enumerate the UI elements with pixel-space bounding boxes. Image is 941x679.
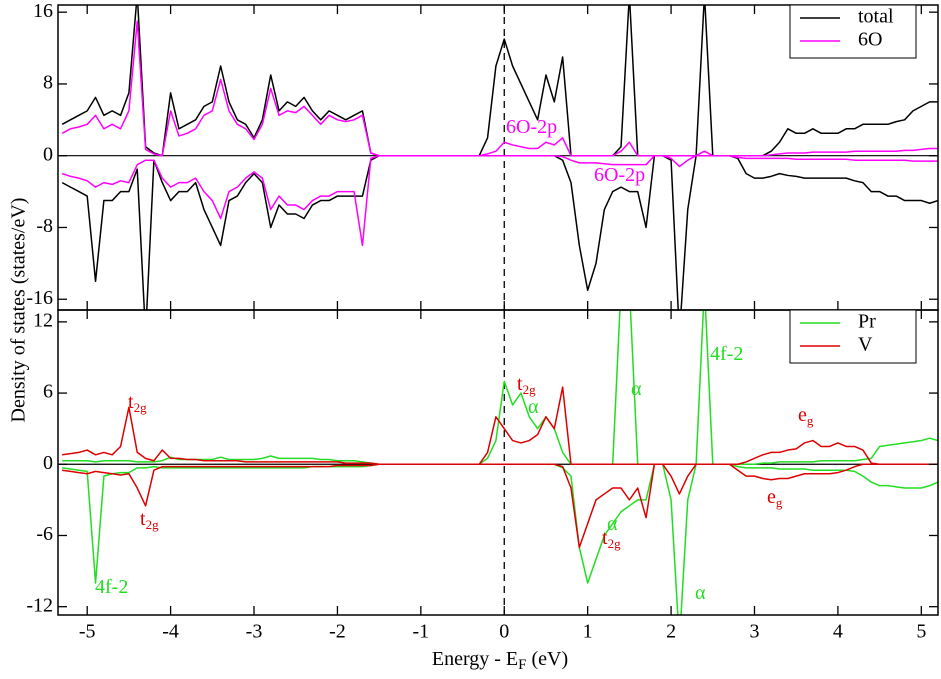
annotation-text: α: [695, 582, 706, 604]
x-tick-label: 1: [583, 621, 593, 643]
y-tick-label: -6: [36, 523, 53, 545]
y-tick-label: 0: [43, 452, 53, 474]
annotation-text: 6O-2p: [506, 116, 557, 138]
annotation-sub: g: [776, 495, 783, 510]
annotation-text: e: [767, 486, 776, 508]
annotation: t2g: [517, 373, 536, 397]
x-axis-label-part: (eV): [526, 648, 568, 670]
x-axis-label-part: F: [518, 657, 526, 673]
annotation-sub: 2g: [523, 382, 537, 397]
annotation: t2g: [602, 527, 621, 551]
series-group: [62, 310, 938, 615]
legend-box: [789, 4, 917, 59]
annotation-text: 4f-2: [710, 343, 743, 365]
dos-line: [62, 463, 938, 549]
annotation-sub: 2g: [146, 517, 160, 532]
annotation-text: 4f-2: [95, 576, 128, 598]
annotation: α: [528, 396, 539, 418]
x-tick-label: 2: [666, 621, 676, 643]
dos-line: [61, 5, 938, 157]
y-tick-label: -16: [26, 287, 53, 309]
plot-frame: [57, 309, 939, 616]
legend-label: total: [858, 6, 894, 28]
x-tick-label: -2: [329, 621, 346, 643]
annotation: eg: [798, 404, 814, 428]
annotation-text: t: [128, 391, 134, 413]
x-axis-label-part: Energy - E: [432, 648, 518, 670]
legend-label: V: [858, 334, 873, 356]
x-tick-label: -4: [162, 621, 179, 643]
y-tick-label: 8: [43, 72, 53, 94]
legend-box: [789, 309, 917, 364]
annotation-text: t: [140, 508, 146, 530]
annotation-sub: g: [807, 413, 814, 428]
y-tick-label: 6: [43, 381, 53, 403]
y-tick-label: 0: [43, 143, 53, 165]
y-tick-label: -8: [36, 215, 53, 237]
x-tick-label: -5: [79, 621, 96, 643]
dos-line: [62, 310, 938, 466]
annotation-text: α: [528, 396, 539, 418]
annotation: t2g: [128, 391, 147, 415]
x-tick-label: 0: [499, 621, 509, 643]
legend-label: Pr: [858, 311, 876, 333]
annotation: α: [631, 378, 642, 400]
annotation: eg: [767, 486, 783, 510]
annotation-text: 6O-2p: [594, 164, 645, 186]
annotation: 6O-2p: [594, 164, 645, 186]
annotation-text: e: [798, 404, 807, 426]
dos-line: [62, 386, 938, 466]
annotation-text: t: [602, 527, 608, 549]
legend: PrV: [789, 309, 917, 364]
annotation: α: [607, 513, 618, 535]
y-tick-label: 12: [33, 309, 53, 331]
annotation: 4f-2: [95, 576, 128, 598]
annotation: 6O-2p: [506, 116, 557, 138]
dos-line: [61, 20, 938, 157]
y-tick-label: -12: [26, 594, 53, 616]
annotation-sub: 2g: [608, 536, 622, 551]
annotation: α: [695, 582, 706, 604]
annotation-text: α: [631, 378, 642, 400]
dos-line: [61, 154, 938, 310]
annotation: t2g: [140, 508, 159, 532]
y-axis-label: Density of states (states/eV): [8, 198, 30, 423]
dos-line: [61, 154, 938, 247]
x-tick-label: 4: [833, 621, 843, 643]
y-tick-label: 16: [33, 0, 53, 22]
x-axis-label: Energy - EF (eV): [432, 648, 568, 674]
series-group: [61, 5, 938, 310]
annotation-sub: 2g: [134, 400, 148, 415]
x-tick-label: 5: [916, 621, 926, 643]
x-tick-label: 3: [749, 621, 759, 643]
x-tick-label: -1: [413, 621, 430, 643]
annotation-text: t: [517, 373, 523, 395]
annotation-text: α: [607, 513, 618, 535]
x-tick-label: -3: [246, 621, 263, 643]
annotation: 4f-2: [710, 343, 743, 365]
legend-label: 6O: [858, 29, 882, 51]
